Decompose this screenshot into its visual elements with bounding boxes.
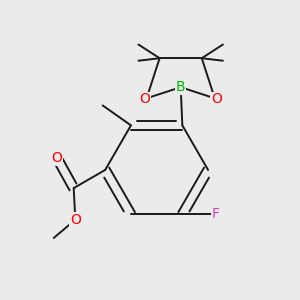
Text: B: B [176,80,185,94]
Text: F: F [212,207,220,221]
Text: O: O [52,151,62,165]
Text: O: O [211,92,222,106]
Text: O: O [140,92,150,106]
Text: O: O [70,213,81,227]
